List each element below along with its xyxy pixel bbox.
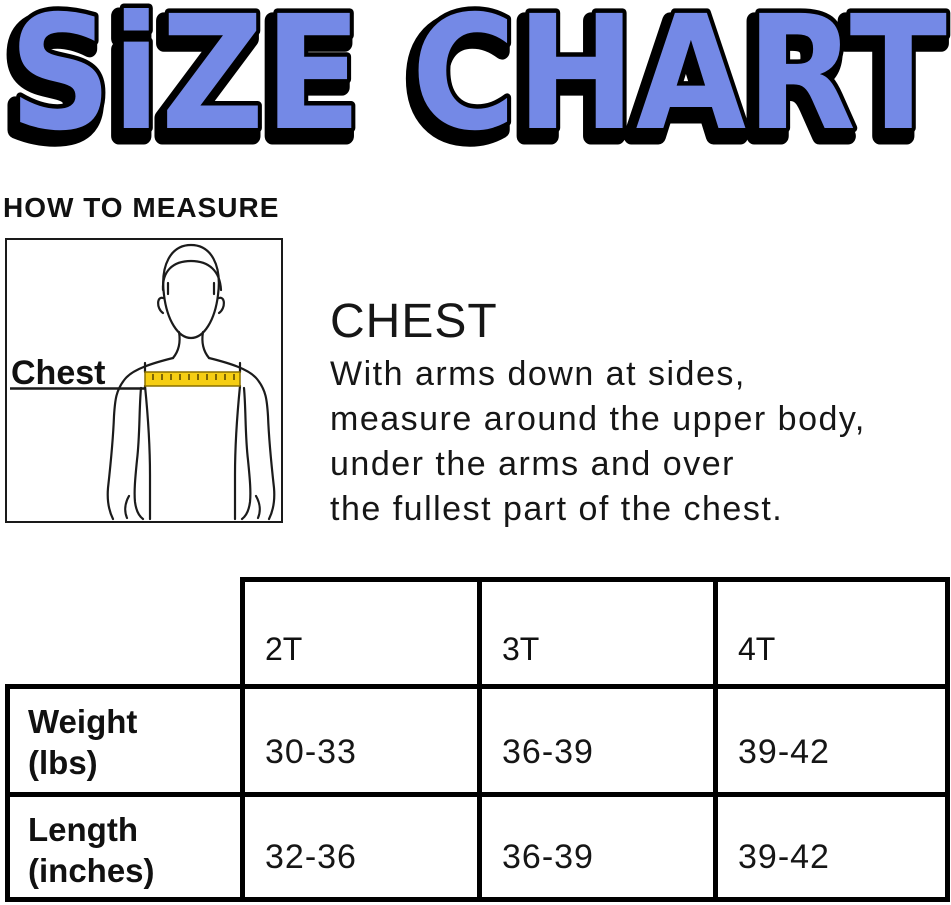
thumb-right	[254, 494, 261, 520]
chest-instruction-line: With arms down at sides,	[330, 355, 746, 393]
neck-left	[171, 330, 181, 360]
length-2t-value: 32-36	[240, 792, 477, 902]
inner-arm-right	[240, 386, 252, 521]
length-3t-value: 36-39	[477, 792, 713, 902]
hairline	[161, 259, 223, 296]
title-text: SiZE CHART	[9, 0, 947, 166]
title-shadow-text: SiZE CHART	[4, 0, 942, 174]
ear-right	[217, 296, 225, 315]
head-outline	[162, 243, 220, 340]
ear-left	[157, 296, 165, 315]
measuring-tape	[144, 371, 241, 387]
weight-2t-value: 30-33	[240, 684, 477, 792]
row-header-length: Length (inches)	[5, 792, 240, 902]
weight-4t-value: 39-42	[713, 684, 950, 792]
row-unit: (lbs)	[28, 744, 98, 781]
weight-3t-value: 36-39	[477, 684, 713, 792]
torso-side-left	[143, 384, 152, 521]
row-unit: (inches)	[28, 852, 155, 889]
how-to-measure-heading: HOW TO MEASURE	[3, 192, 280, 223]
column-header-2t: 2T	[240, 577, 477, 684]
table-corner-cell	[5, 577, 240, 684]
chest-instruction-line: the fullest part of the chest.	[330, 490, 784, 528]
measurement-diagram: Chest	[5, 238, 283, 523]
row-header-weight: Weight (lbs)	[5, 684, 240, 792]
length-4t-value: 39-42	[713, 792, 950, 902]
shoulder-arm-left	[106, 356, 175, 521]
chest-instruction-line: measure around the upper body,	[330, 400, 866, 438]
row-label: Length	[28, 811, 138, 848]
chest-section-heading: CHEST	[330, 295, 498, 348]
inner-arm-left	[133, 386, 145, 521]
row-label: Weight	[28, 703, 138, 740]
chest-diagram-label: Chest	[11, 354, 105, 392]
torso-side-right	[233, 384, 242, 521]
thumb-left	[124, 494, 131, 520]
chest-instruction-line: under the arms and over	[330, 445, 735, 483]
column-header-4t: 4T	[713, 577, 950, 684]
shoulder-arm-right	[207, 356, 276, 521]
torso-illustration: Chest	[10, 243, 276, 521]
size-table: 2T 3T 4T Weight (lbs) 30-33 36-39 39-42 …	[5, 577, 950, 902]
chest-instructions: With arms down at sides, measure around …	[330, 352, 866, 532]
column-header-3t: 3T	[477, 577, 713, 684]
tape-tick-marks	[152, 374, 235, 380]
size-chart-title: SiZE CHART SiZE CHART	[0, 0, 951, 183]
neck-right	[201, 330, 211, 360]
